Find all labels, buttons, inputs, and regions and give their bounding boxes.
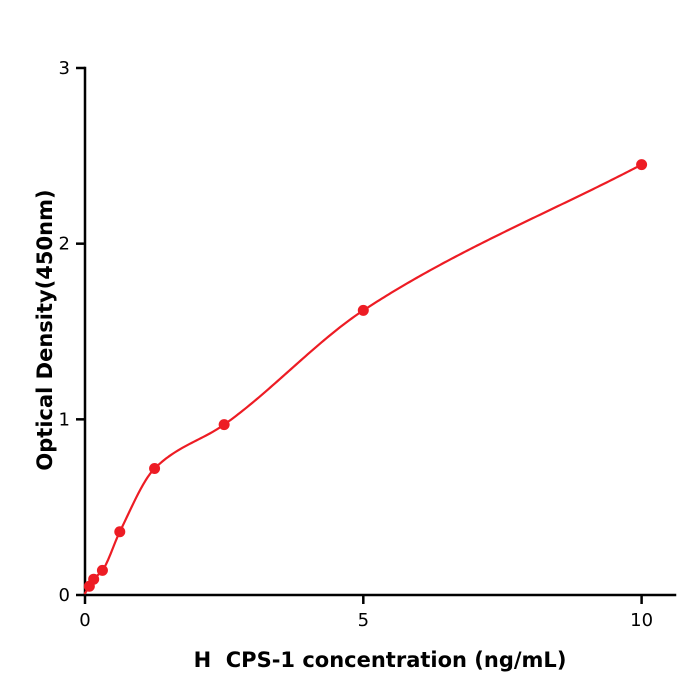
- x-tick-label: 0: [79, 610, 90, 631]
- x-tick-label: 5: [358, 610, 369, 631]
- y-tick-label: 3: [59, 58, 70, 79]
- data-point: [149, 463, 161, 475]
- data-point: [218, 419, 230, 431]
- y-tick-label: 0: [59, 585, 70, 606]
- data-point: [636, 159, 648, 171]
- data-point: [88, 573, 100, 585]
- y-axis-title: Optical Density(450nm): [33, 189, 57, 471]
- x-axis-title: H CPS-1 concentration (ng/mL): [193, 648, 567, 672]
- fit-curve: [83, 163, 643, 595]
- data-point: [114, 526, 126, 538]
- data-point: [357, 304, 369, 316]
- y-tick-label: 1: [59, 409, 70, 430]
- y-tick-label: 2: [59, 234, 70, 255]
- data-point: [96, 564, 108, 576]
- x-tick-label: 10: [630, 610, 653, 631]
